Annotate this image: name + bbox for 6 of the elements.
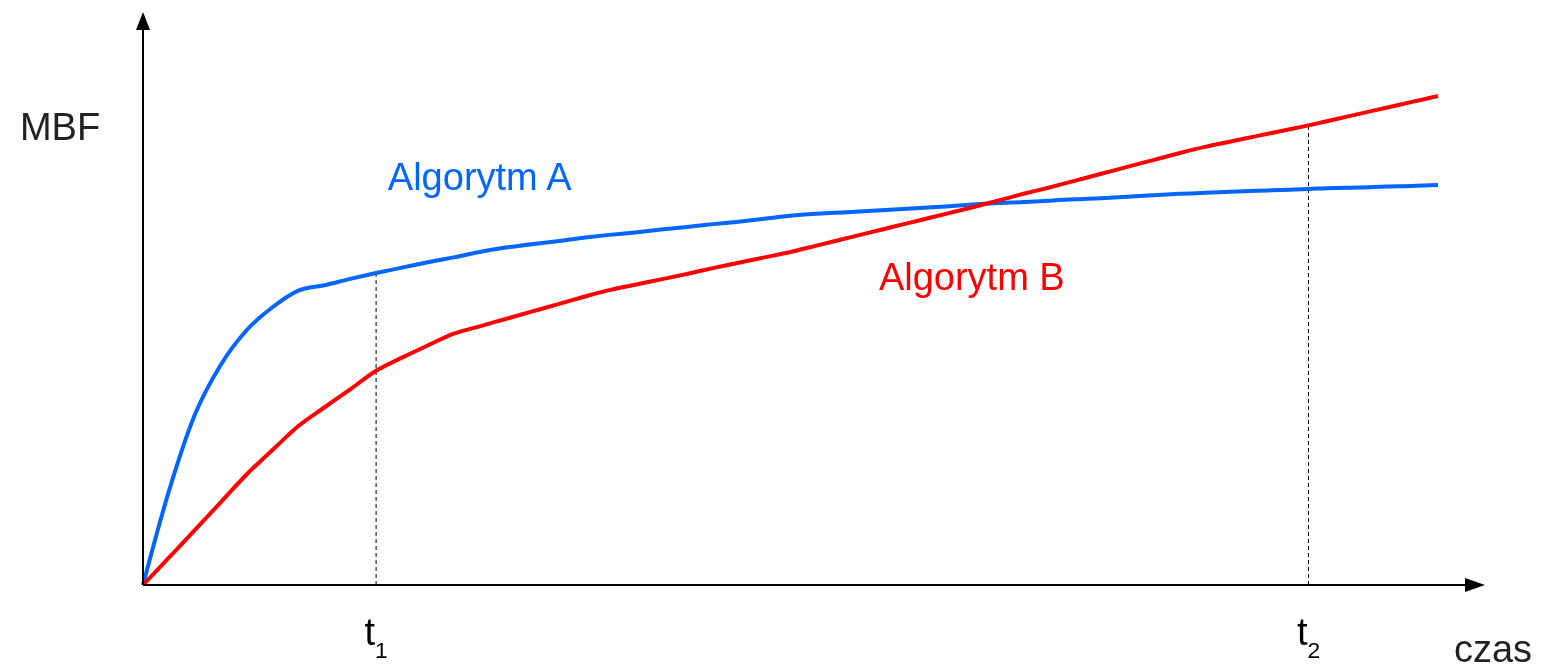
x-tick-label: t$_{1}$ [364,611,388,663]
x-axis-title: czas [1453,628,1533,670]
y-axis-title: MBF [19,106,101,148]
series-label: Algorytm A [387,155,573,198]
x-tick-label: t$_{2}$ [1296,611,1321,663]
series-label: Algorytm B [878,256,1065,299]
